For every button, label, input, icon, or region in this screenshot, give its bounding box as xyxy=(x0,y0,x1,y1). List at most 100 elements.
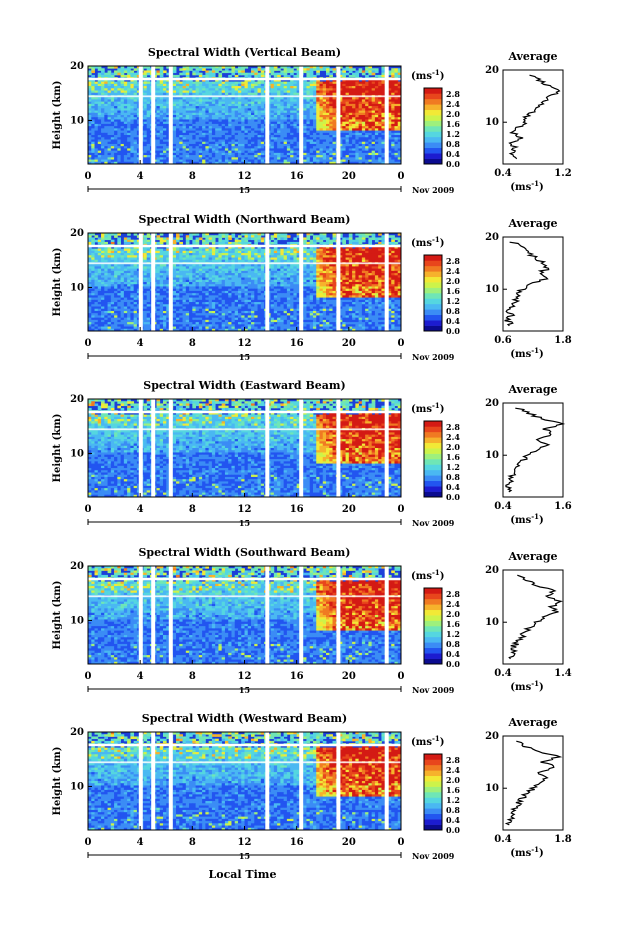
heatmap-cell xyxy=(322,66,327,69)
heatmap-cell xyxy=(368,66,373,69)
heatmap-cell xyxy=(136,103,141,107)
heatmap-cell xyxy=(339,103,343,107)
heatmap-cell xyxy=(352,110,356,114)
heatmap-cell xyxy=(329,103,333,107)
heatmap-cell xyxy=(326,68,330,71)
heatmap-cell xyxy=(387,99,392,103)
heatmap-cell xyxy=(293,81,298,85)
heatmap-cell xyxy=(361,99,366,103)
heatmap-cell xyxy=(176,110,180,114)
heatmap-cell xyxy=(172,88,177,91)
heatmap-cell xyxy=(94,92,99,96)
heatmap-cell xyxy=(241,99,245,103)
heatmap-cell xyxy=(306,72,311,76)
heatmap-cell xyxy=(97,79,102,82)
heatmap-cell xyxy=(348,110,353,114)
heatmap-cell xyxy=(283,110,288,114)
heatmap-cell xyxy=(179,81,183,85)
heatmap-cell xyxy=(202,110,206,114)
heatmap-cell xyxy=(208,83,213,87)
heatmap-cell xyxy=(378,99,382,103)
heatmap-cell xyxy=(189,110,193,114)
heatmap-cell xyxy=(312,88,317,91)
heatmap-cell xyxy=(143,70,148,74)
heatmap-cell xyxy=(127,68,131,71)
heatmap-cell xyxy=(107,112,112,116)
heatmap-cell xyxy=(114,66,118,69)
heatmap-cell xyxy=(247,83,252,87)
heatmap-cell xyxy=(368,106,373,109)
heatmap-cell xyxy=(247,79,252,82)
heatmap-cell xyxy=(215,70,219,74)
heatmap-cell xyxy=(381,81,386,85)
colorbar-unit-close: ) xyxy=(440,71,445,82)
heatmap-cell xyxy=(182,72,187,76)
colorbar-tick-label: 2.0 xyxy=(446,109,460,119)
heatmap-cell xyxy=(97,90,102,94)
heatmap-cell xyxy=(378,79,382,82)
heatmap-cell xyxy=(391,72,395,76)
heatmap-cell xyxy=(293,92,298,96)
heatmap-cell xyxy=(286,92,291,96)
heatmap-cell xyxy=(303,97,307,100)
heatmap-cell xyxy=(231,70,236,74)
heatmap-cell xyxy=(355,88,360,91)
heatmap-cell xyxy=(247,108,252,111)
heatmap-cell xyxy=(104,81,108,85)
heatmap-cell xyxy=(260,92,265,96)
heatmap-cell xyxy=(237,235,242,238)
heatmap-cell xyxy=(365,235,369,238)
heatmap-cell xyxy=(355,81,360,85)
heatmap-cell xyxy=(397,108,402,111)
heatmap-cell xyxy=(104,108,108,111)
heatmap-cell xyxy=(329,110,333,114)
heatmap-cell xyxy=(247,92,252,96)
heatmap-cell xyxy=(237,92,242,96)
heatmap-cell xyxy=(316,72,320,76)
heatmap-cell xyxy=(277,101,281,105)
heatmap-cell xyxy=(257,81,262,85)
heatmap-cell xyxy=(224,103,229,107)
heatmap-cell xyxy=(296,68,301,71)
heatmap-cell xyxy=(280,101,285,105)
heatmap-cell xyxy=(303,88,307,91)
heatmap-cell xyxy=(127,92,131,96)
heatmap-cell xyxy=(371,79,376,82)
heatmap-cell xyxy=(176,86,180,89)
heatmap-cell xyxy=(286,110,291,114)
heatmap-cell xyxy=(133,110,138,114)
heatmap-cell xyxy=(91,70,95,74)
heatmap-cell xyxy=(192,108,196,111)
heatmap-cell xyxy=(176,106,180,109)
heatmap-cell xyxy=(133,99,138,103)
heatmap-cell xyxy=(247,99,252,103)
x-tick-label: 16 xyxy=(290,171,304,182)
heatmap-cell xyxy=(120,108,125,111)
heatmap-cell xyxy=(195,99,200,103)
heatmap-cell xyxy=(123,103,128,107)
heatmap-cell xyxy=(143,86,148,89)
heatmap-cell xyxy=(371,108,376,111)
heatmap-cell xyxy=(166,88,170,91)
heatmap-cell xyxy=(117,68,121,71)
heatmap-cell xyxy=(179,92,183,96)
heatmap-cell xyxy=(352,90,356,94)
heatmap-cell xyxy=(228,81,232,85)
heatmap-cell xyxy=(205,70,210,74)
heatmap-cell xyxy=(309,86,314,89)
heatmap-cell xyxy=(224,110,229,114)
heatmap-cell xyxy=(179,90,183,94)
heatmap-cell xyxy=(365,70,369,74)
heatmap-cell xyxy=(381,92,386,96)
heatmap-cell xyxy=(127,112,131,116)
heatmap-cell xyxy=(345,90,350,94)
heatmap-cell xyxy=(345,99,350,103)
heatmap-cell xyxy=(348,103,353,107)
heatmap-cell xyxy=(374,90,379,94)
heatmap-cell xyxy=(355,72,360,76)
heatmap-cell xyxy=(185,88,190,91)
heatmap-cell xyxy=(309,88,314,91)
heatmap-cell xyxy=(205,86,210,89)
heatmap-cell xyxy=(221,88,226,91)
heatmap-cell xyxy=(345,88,350,91)
